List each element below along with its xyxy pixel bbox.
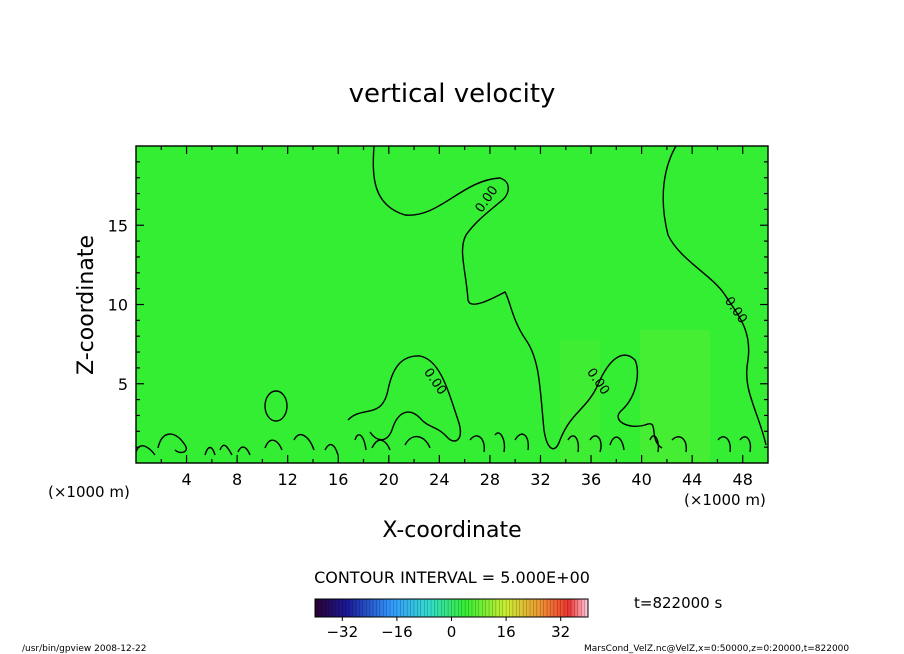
x-tick-label: 4 [181, 470, 191, 489]
contour-lines [135, 145, 767, 456]
contour-line-right [662, 145, 767, 446]
x-tick-label: 40 [631, 470, 651, 489]
x-tick-label: 8 [232, 470, 242, 489]
footer-left: /usr/bin/gpview 2008-12-22 [22, 644, 146, 654]
x-tick-label: 48 [733, 470, 753, 489]
contour-line-lower [347, 355, 462, 442]
colorbar-tick-label: −16 [381, 623, 413, 641]
chart-title: vertical velocity [349, 79, 556, 109]
x-axis-label: X-coordinate [382, 518, 521, 543]
x-tick-label: 20 [379, 470, 399, 489]
contour-interval-label: CONTOUR INTERVAL = 5.000E+00 [314, 568, 590, 587]
x-tick-label: 12 [278, 470, 298, 489]
colorbar-stripes [318, 599, 585, 617]
colorbar-ticks: −32 −16 0 16 32 [326, 617, 570, 641]
colorbar-tick-label: −32 [326, 623, 358, 641]
x-tick-label: 16 [328, 470, 348, 489]
footer-right: MarsCond_VelZ.nc@VelZ,x=0:50000,z=0:2000… [584, 644, 849, 654]
x-tick-label: 24 [429, 470, 449, 489]
contour-line-upper [372, 145, 663, 450]
x-unit-label-left: (×1000 m) [48, 483, 130, 501]
colorbar-tick-label: 16 [497, 623, 516, 641]
y-axis-label: Z-coordinate [74, 235, 99, 375]
colorbar-tick-label: 0 [447, 623, 457, 641]
x-tick-label: 36 [581, 470, 601, 489]
x-unit-label-right: (×1000 m) [684, 491, 766, 509]
x-tick-label: 44 [682, 470, 702, 489]
x-tick-label: 28 [480, 470, 500, 489]
y-tick-label: 5 [118, 375, 128, 394]
y-tick-label: 15 [108, 216, 128, 235]
contour-loop-small [264, 390, 288, 422]
y-tick-label: 10 [108, 296, 128, 315]
time-label: t=822000 s [634, 594, 722, 612]
colorbar-tick-label: 32 [551, 623, 570, 641]
x-axis-ticks: 4 8 12 16 20 24 28 32 36 40 44 48 [160, 146, 753, 489]
subtle-shading [560, 330, 710, 463]
x-tick-label: 32 [530, 470, 550, 489]
y-axis-ticks: 5 10 15 [108, 161, 768, 448]
contour-noise-bottom [135, 432, 752, 456]
